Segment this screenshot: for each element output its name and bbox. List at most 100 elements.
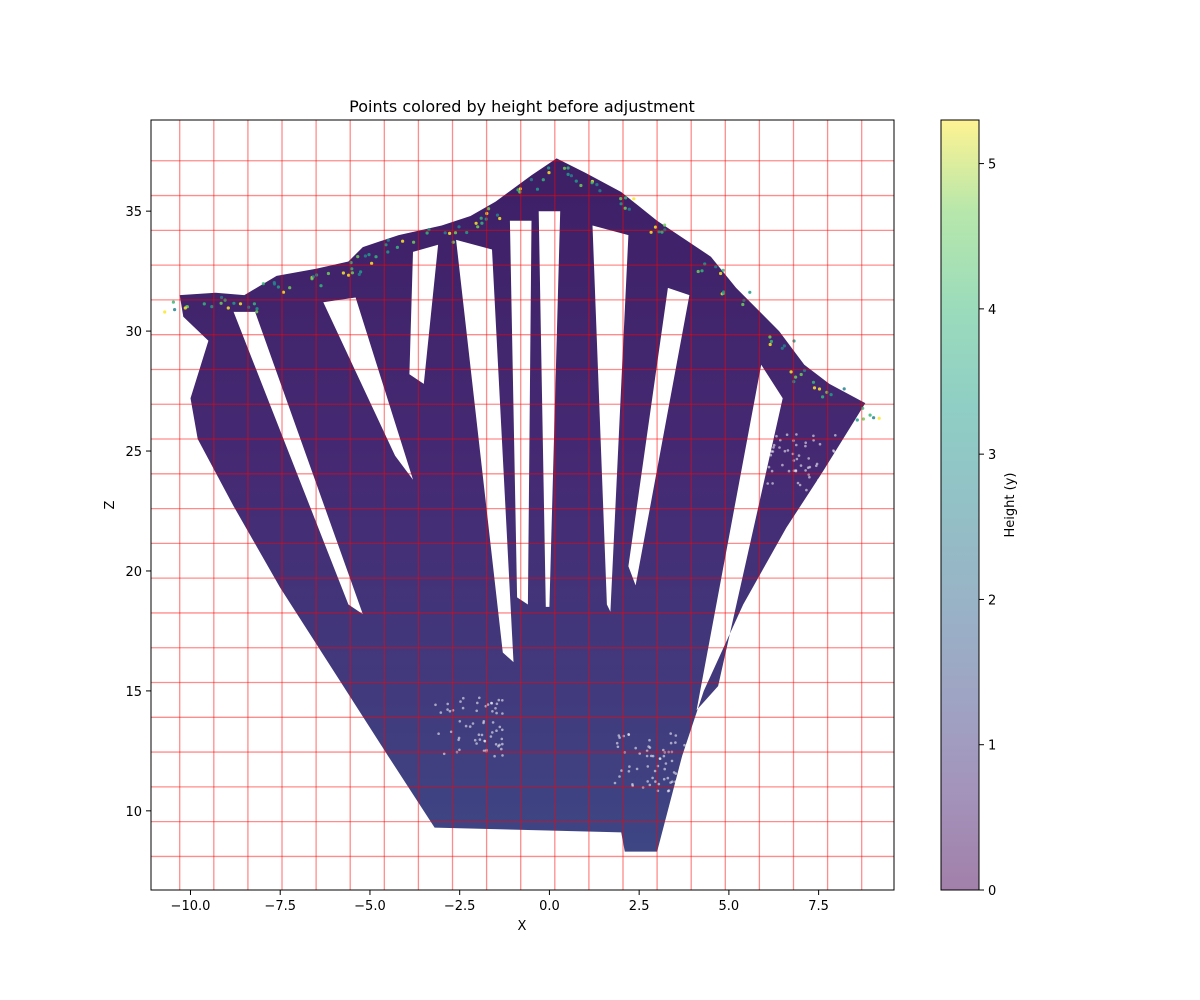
sparse-point — [617, 734, 621, 737]
sparse-point — [804, 441, 807, 445]
sparse-point — [834, 434, 837, 437]
highlight-point — [183, 306, 187, 310]
highlight-point — [232, 301, 236, 305]
colorbar-ticks: 0 1 2 3 4 5 — [979, 158, 996, 899]
sparse-point — [667, 750, 670, 754]
highlight-point — [443, 231, 447, 235]
sparse-point — [448, 709, 452, 713]
sparse-point — [627, 733, 630, 736]
highlight-point — [386, 238, 390, 242]
highlight-point — [255, 307, 259, 311]
highlight-point — [356, 255, 360, 259]
highlight-point — [457, 225, 461, 229]
highlight-point — [223, 298, 227, 302]
y-tick-label: 25 — [125, 445, 142, 460]
sparse-point — [674, 741, 677, 744]
highlight-point — [272, 281, 276, 285]
y-axis: 10 15 20 25 30 35 — [125, 205, 151, 820]
highlight-point — [812, 386, 817, 390]
highlight-point — [485, 211, 489, 216]
sparse-point — [812, 434, 815, 438]
sparse-point — [475, 742, 478, 745]
highlight-point — [821, 395, 825, 399]
highlight-point — [624, 196, 628, 200]
colorbar-tick-label: 0 — [988, 884, 996, 899]
y-tick-label: 35 — [125, 205, 142, 220]
sparse-point — [771, 482, 774, 485]
highlight-point — [484, 217, 488, 221]
sparse-point — [485, 750, 488, 753]
sparse-point — [628, 765, 631, 768]
highlight-point — [347, 273, 351, 277]
sparse-point — [458, 720, 462, 723]
highlight-point — [782, 344, 787, 348]
x-tick-label: 5.0 — [719, 899, 740, 914]
sparse-point — [498, 725, 502, 729]
y-tick-label: 20 — [125, 565, 142, 580]
highlight-point — [741, 302, 745, 307]
highlight-point — [252, 302, 256, 306]
highlight-point — [547, 171, 551, 175]
sparse-point — [664, 762, 668, 765]
sparse-point — [812, 439, 815, 442]
sparse-point — [662, 754, 666, 758]
sparse-point — [669, 741, 673, 745]
highlight-point — [768, 335, 772, 339]
highlight-point — [742, 298, 746, 302]
sparse-point — [638, 752, 641, 755]
sparse-point — [494, 743, 498, 746]
sparse-point — [795, 457, 799, 461]
highlight-point — [868, 413, 872, 417]
highlight-point — [401, 239, 405, 243]
sparse-point — [471, 722, 475, 725]
sparse-point — [459, 700, 462, 703]
highlight-point — [370, 261, 374, 265]
highlight-point — [842, 387, 846, 391]
sparse-point — [484, 704, 488, 708]
grid-lines — [151, 120, 894, 890]
sparse-point — [781, 463, 784, 467]
sparse-point — [618, 736, 621, 739]
sparse-point — [832, 450, 836, 453]
highlight-point — [590, 181, 594, 185]
sparse-point — [475, 709, 479, 713]
highlight-point — [350, 267, 354, 271]
sparse-point — [442, 752, 446, 756]
x-tick-label: −2.5 — [444, 899, 476, 914]
highlight-point — [359, 270, 363, 274]
highlight-point — [476, 225, 480, 229]
sparse-point — [666, 776, 670, 780]
sparse-point — [446, 708, 449, 711]
sparse-point — [648, 738, 651, 742]
highlight-point — [518, 187, 523, 191]
highlight-point — [632, 197, 636, 201]
highlight-point — [861, 417, 866, 421]
sparse-point — [622, 734, 625, 738]
sparse-point — [804, 444, 807, 448]
sparse-point — [792, 469, 796, 473]
highlight-point — [487, 207, 491, 211]
sparse-point — [473, 738, 477, 742]
sparse-point — [783, 449, 787, 453]
sparse-point — [766, 482, 769, 485]
sparse-point — [437, 732, 440, 735]
highlight-point — [663, 228, 667, 232]
sparse-point — [791, 452, 795, 456]
highlight-point — [619, 197, 623, 201]
sparse-point — [616, 745, 620, 749]
sparse-point — [635, 767, 639, 771]
highlight-point — [649, 230, 653, 234]
colorbar-tick-label: 3 — [988, 448, 996, 463]
sparse-point — [501, 754, 504, 757]
highlight-point — [811, 380, 816, 384]
highlight-point — [495, 213, 500, 217]
highlight-point — [448, 231, 452, 235]
sparse-point — [462, 696, 465, 700]
y-tick-label: 15 — [125, 685, 142, 700]
highlight-point — [598, 189, 602, 193]
sparse-point — [483, 739, 486, 743]
sparse-point — [827, 488, 830, 492]
highlight-point — [425, 231, 429, 235]
sparse-point — [663, 751, 667, 754]
sparse-point — [669, 732, 672, 735]
